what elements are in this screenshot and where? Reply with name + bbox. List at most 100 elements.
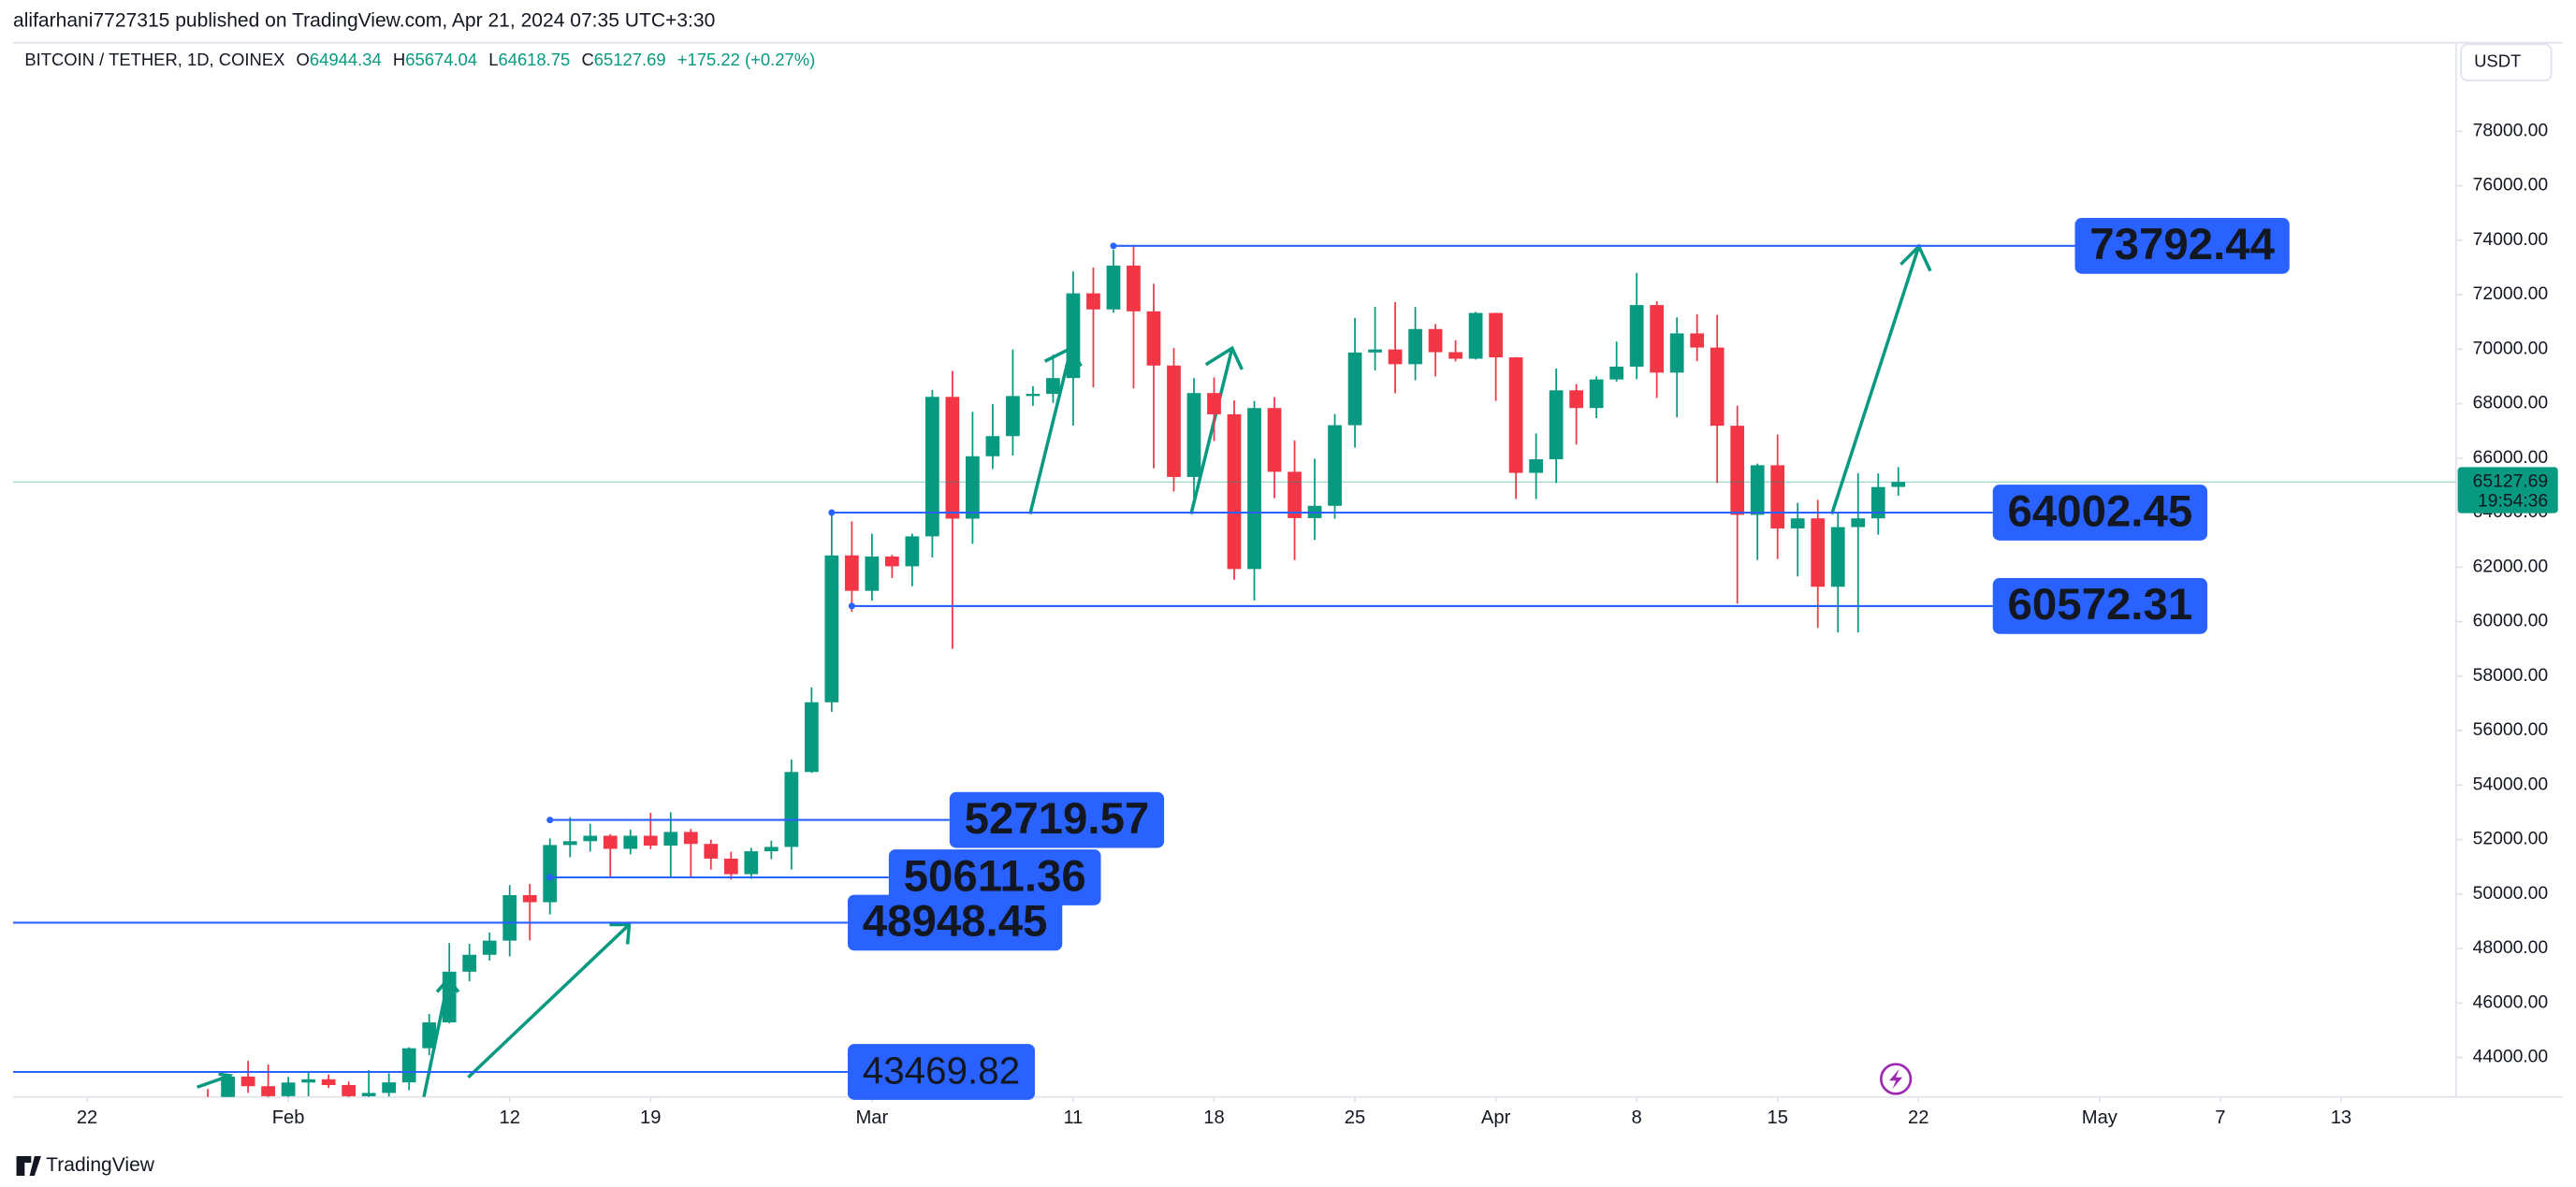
candle-body [1750,465,1765,515]
candle-body [1026,394,1041,397]
candle-body [1368,349,1382,353]
candle-body [583,835,598,842]
candle-body [382,1082,397,1093]
candle-body [1408,328,1422,365]
candle-body [522,894,537,903]
countdown: 19:54:36 [2478,491,2548,511]
candle-body [301,1078,316,1083]
y-tick-label: 50000.00 [2473,884,2549,904]
currency-button[interactable] [2460,43,2553,81]
last-price-box [2457,467,2558,514]
x-tick-label: 18 [1203,1107,1224,1128]
candle-body [784,772,799,847]
level-anchor [546,874,554,881]
y-tick-label: 58000.00 [2473,666,2549,686]
legend-letter: O [297,50,310,69]
candle-body [1006,396,1020,437]
x-tick-label: Mar [855,1107,888,1128]
candle-body [240,1076,255,1087]
candle-body [1428,328,1443,353]
candle-body [1851,518,1866,528]
candle-body [422,1021,437,1049]
legend-letter: H [393,50,405,69]
plot [13,243,2456,1097]
level-tag: 60572.31 [1992,578,2207,634]
x-tick-label: May [2082,1107,2118,1128]
level-label: 50611.36 [904,851,1086,901]
x-tick-label: 15 [1767,1107,1787,1128]
level-tag: 73792.44 [2074,218,2290,274]
candle-body [884,556,899,567]
level-tag: 50611.36 [888,849,1101,905]
y-tick-label: 66000.00 [2473,448,2549,468]
candle-body [1770,465,1785,528]
level-anchor [546,817,554,824]
y-tick-label: 56000.00 [2473,720,2549,740]
x-tick-label: 19 [640,1107,661,1128]
level-anchor [1110,242,1117,250]
y-tick-label: 78000.00 [2473,121,2549,140]
event-icon-bolt [1889,1068,1903,1090]
candle-body [1468,312,1483,359]
candle-body [1046,378,1060,395]
x-tick-label: Apr [1481,1107,1511,1128]
candle-body [1347,352,1362,426]
candle-body [1891,482,1906,487]
candle-body [1247,408,1261,570]
candle-body [623,835,638,849]
candle-body [1589,379,1604,409]
candle-body [1489,312,1503,358]
candle-body [1146,311,1161,366]
level-label: 64002.45 [2008,486,2193,536]
candle-body [1086,293,1100,310]
candle-body [361,1093,376,1096]
candle-body [945,397,960,519]
symbol-legend: BITCOIN / TETHER, 1D, COINEX O64944.34 H… [24,50,815,69]
candle-body [502,894,517,941]
candle-body [1127,265,1141,311]
published-line: alifarhani7727315 published on TradingVi… [13,9,715,31]
candle-body [1669,333,1684,373]
candle-body [824,555,839,702]
level-tag: 64002.45 [1992,485,2207,541]
level-label: 60572.31 [2008,580,2193,630]
level-tag: 48948.45 [847,894,1063,951]
candle-body [1811,518,1826,587]
candle-body [1508,357,1523,473]
candle-body [723,858,738,875]
level-anchor [848,602,855,610]
y-tick-label: 68000.00 [2473,394,2549,413]
candle-body [1549,390,1564,459]
candle-body [1790,518,1805,528]
brand-logo [16,1155,41,1177]
candle-body [704,844,719,859]
candle-body [281,1082,296,1096]
candle-body [744,851,759,875]
legend-letter: C [581,50,593,69]
candle-body [1629,305,1644,367]
y-tick-label: 72000.00 [2473,284,2549,304]
candle-body [1388,349,1403,365]
level-label-box [847,894,1063,951]
legend-open: 64944.34 [310,50,382,69]
candle-body [1186,393,1201,477]
candle-body [1569,390,1584,409]
y-tick-label: 54000.00 [2473,774,2549,794]
level-tag: 43469.82 [847,1044,1035,1100]
candle-body [1288,471,1302,518]
candle-body [1529,458,1543,473]
y-tick-label: 52000.00 [2473,830,2549,849]
x-tick-label: 11 [1063,1107,1083,1128]
candle-body [543,845,558,903]
x-tick-label: 8 [1632,1107,1642,1128]
level-label: 43469.82 [863,1049,1020,1092]
y-tick-label: 70000.00 [2473,339,2549,358]
candle-body [1650,305,1665,373]
candle-body [844,555,859,591]
brand-name: TradingView [46,1154,155,1176]
brand: TradingView [16,1154,155,1177]
candle-body [603,835,618,849]
x-tick-label: Feb [272,1107,305,1128]
candle-body [1609,366,1624,380]
